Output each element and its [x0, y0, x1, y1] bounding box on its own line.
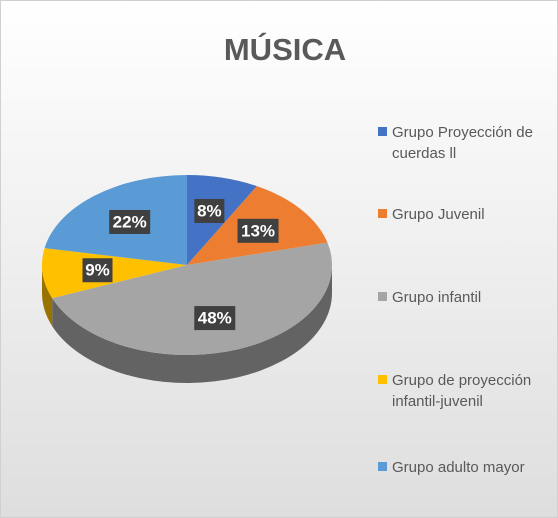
- legend-label: Grupo adulto mayor: [392, 459, 525, 476]
- legend-label: Grupo Proyección de cuerdas ll: [392, 124, 533, 162]
- data-label-box: [194, 198, 225, 223]
- data-label-box: [194, 306, 236, 331]
- data-label: 22%: [113, 212, 147, 231]
- pie: 8% 13% 48% 9% 22%: [42, 175, 333, 384]
- legend-swatch: [378, 209, 387, 218]
- data-label-box: [109, 210, 151, 235]
- data-label: 48%: [198, 309, 232, 328]
- legend-swatch: [378, 127, 387, 136]
- legend-item: Grupo infantil: [378, 287, 553, 308]
- legend-item: Grupo de proyección infantil-juvenil: [378, 370, 553, 412]
- slice-side: [52, 265, 333, 384]
- legend-label: Grupo de proyección infantil-juvenil: [392, 372, 532, 410]
- data-label-box: [237, 218, 279, 243]
- legend-label: Grupo Juvenil: [392, 206, 485, 223]
- legend-swatch: [378, 375, 387, 384]
- slice: [42, 248, 188, 299]
- chart-title: MÚSICA: [224, 31, 346, 67]
- data-label: 13%: [241, 221, 275, 240]
- legend-item: Grupo Proyección de cuerdas ll: [378, 122, 553, 164]
- slice: [52, 242, 333, 355]
- legend-swatch: [378, 292, 387, 301]
- legend-label: Grupo infantil: [392, 289, 482, 306]
- data-label: 8%: [197, 201, 222, 220]
- data-label: 9%: [85, 261, 110, 280]
- slice-side: [42, 265, 53, 327]
- data-label-box: [82, 258, 113, 283]
- legend-swatch: [378, 462, 387, 471]
- legend-item: Grupo Juvenil: [378, 204, 553, 225]
- legend-item: Grupo adulto mayor: [378, 457, 553, 478]
